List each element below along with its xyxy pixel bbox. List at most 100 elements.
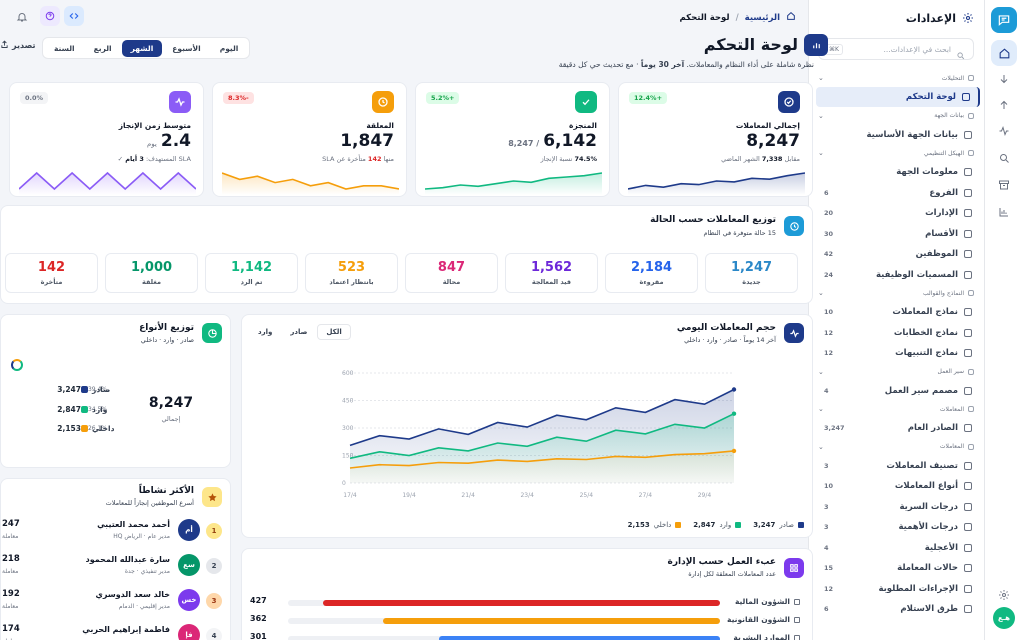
- home-icon[interactable]: [991, 40, 1017, 66]
- kpi-sparkline: [19, 171, 196, 195]
- bell-icon[interactable]: [16, 8, 28, 27]
- daily-tab[interactable]: الكل: [317, 324, 351, 340]
- leader-count: 192: [2, 589, 20, 599]
- archive-icon[interactable]: [991, 172, 1017, 198]
- sidebar-item[interactable]: تصنيف المعاملات 3: [816, 456, 980, 476]
- item-icon: [964, 461, 972, 470]
- leader-row[interactable]: 3 خس خالد سعد الدوسري مدير إقليمي · الدمام 1…: [0, 587, 222, 621]
- status-item[interactable]: 847 محالة: [405, 253, 498, 293]
- sidebar-item[interactable]: طرق الاستلام 6: [816, 599, 980, 619]
- user-avatar[interactable]: هـع: [993, 607, 1015, 629]
- sidebar-item[interactable]: الموظفين 42: [816, 244, 980, 264]
- trend-badge: 0.0%: [20, 92, 49, 104]
- sidebar-search[interactable]: ابحث في الإعدادات... K⌘: [818, 38, 974, 60]
- sidebar-section-label[interactable]: النماذج والقوالب ⌄: [818, 289, 974, 297]
- status-value: 1,247: [730, 260, 773, 275]
- sidebar-section-label[interactable]: سير العمل ⌄: [818, 368, 974, 376]
- sidebar-item[interactable]: أنواع المعاملات 10: [816, 476, 980, 496]
- daily-tab[interactable]: وارد: [258, 328, 273, 336]
- sidebar-item-label: نماذج المعاملات: [892, 307, 958, 317]
- top-bar: الرئيسية / لوحة التحكم: [0, 0, 808, 32]
- sidebar-item[interactable]: درجات الأهمية 3: [816, 517, 980, 537]
- status-item[interactable]: 1,000 مغلقة: [105, 253, 198, 293]
- sidebar-item[interactable]: نماذج الخطابات 12: [816, 323, 980, 343]
- chat-icon[interactable]: [991, 7, 1017, 33]
- sidebar-item[interactable]: نماذج التنبيهات 12: [816, 343, 980, 363]
- code-icon[interactable]: [64, 6, 84, 26]
- period-tab[interactable]: السنة: [54, 43, 75, 53]
- sidebar-item[interactable]: بيانات الجهة الأساسية: [816, 125, 980, 145]
- y-tick-label: 300: [342, 425, 354, 432]
- arrow-down-icon[interactable]: [991, 66, 1017, 92]
- leader-row[interactable]: 2 سع سارة عبدالله المحمود مدير تنفيذي · جدة…: [0, 552, 222, 586]
- status-item[interactable]: 1,142 تم الرد: [205, 253, 298, 293]
- x-tick-label: 17/4: [343, 492, 357, 499]
- sidebar-item-count: 15: [824, 564, 834, 572]
- sidebar-item[interactable]: درجات السرية 3: [816, 497, 980, 517]
- sidebar-item[interactable]: حالات المعاملة 15: [816, 558, 980, 578]
- period-tab[interactable]: الشهر: [121, 39, 163, 57]
- sidebar-item[interactable]: لوحة التحكم: [816, 87, 980, 107]
- item-icon: [964, 188, 972, 197]
- sidebar-item[interactable]: الأعجلية 4: [816, 538, 980, 558]
- arrow-up-icon[interactable]: [991, 92, 1017, 118]
- daily-tab[interactable]: صادر: [290, 328, 308, 336]
- workload-fill: [322, 600, 720, 606]
- search-icon[interactable]: [991, 145, 1017, 171]
- export-button[interactable]: تصدير: [0, 40, 36, 51]
- sidebar-item[interactable]: الإجراءات المطلوبة 12: [816, 579, 980, 599]
- sidebar-item-count: 10: [824, 482, 834, 490]
- status-item[interactable]: 2,184 مقروءة: [605, 253, 698, 293]
- type-row: 39.4% 3,247: [9, 385, 107, 394]
- subtitle-update: · مع تحديث حي كل دقيقة: [558, 60, 639, 69]
- types-total-value: 8,247: [148, 395, 194, 411]
- workload-row[interactable]: الموارد البشرية 301: [242, 632, 812, 640]
- rank-badge: 3: [206, 593, 222, 609]
- status-item[interactable]: 523 بانتظار اعتماد: [305, 253, 398, 293]
- sidebar-item[interactable]: مصمم سير العمل 4: [816, 381, 980, 401]
- gear-icon[interactable]: [991, 582, 1017, 608]
- sidebar-section-label[interactable]: بيانات الجهة ⌄: [818, 112, 974, 120]
- section-label: التحليلات: [941, 74, 964, 82]
- leader-unit: معاملة: [2, 533, 19, 540]
- y-tick-label: 600: [342, 370, 354, 377]
- workload-row[interactable]: الشؤون القانونية 362: [242, 614, 812, 628]
- types-title: توزيع الأنواع: [139, 323, 194, 333]
- section-icon: [968, 150, 974, 156]
- sidebar-item[interactable]: الفروع 6: [816, 183, 980, 203]
- chart-icon[interactable]: [991, 199, 1017, 225]
- period-tab[interactable]: الأسبوع: [172, 43, 201, 53]
- sidebar-item[interactable]: الأقسام 30: [816, 224, 980, 244]
- daily-volume-card: حجم المعاملات اليومي آخر 14 يوماً · صادر…: [241, 314, 813, 538]
- status-value: 1,142: [230, 260, 273, 275]
- sidebar-item[interactable]: الإدارات 20: [816, 203, 980, 223]
- legend-swatch: [735, 522, 742, 528]
- pulse-icon: [169, 91, 191, 113]
- status-item[interactable]: 1,247 جديدة: [705, 253, 798, 293]
- sidebar-section-label[interactable]: المعاملات ⌄: [818, 405, 974, 413]
- kpi-sparkline: [628, 172, 805, 195]
- leader-row[interactable]: 1 أم أحمد محمد العتيبي مدير عام · الرياض HQ…: [0, 517, 222, 551]
- status-item[interactable]: 142 متأخرة: [5, 253, 98, 293]
- sidebar-item[interactable]: الصادر العام 3,247: [816, 418, 980, 438]
- status-item[interactable]: 1,562 قيد المعالجة: [505, 253, 598, 293]
- legend-swatch: [675, 522, 682, 528]
- kpi-sub-post: الشهر الماضي: [721, 155, 760, 163]
- sidebar-section-label[interactable]: الهيكل التنظيمي ⌄: [818, 149, 974, 157]
- leader-row[interactable]: 4 فإ فاطمة إبراهيم الحربي 174 معاملة: [0, 622, 222, 640]
- leaders-title: الأكثر نشاطاً: [138, 486, 194, 496]
- breadcrumb-home[interactable]: الرئيسية: [744, 12, 780, 23]
- help-icon[interactable]: [40, 6, 60, 26]
- types-card: توزيع الأنواع صادر · وارد · داخلي 8,247 …: [0, 314, 231, 468]
- sidebar-item[interactable]: نماذج المعاملات 10: [816, 302, 980, 322]
- sidebar-item[interactable]: معلومات الجهة: [816, 162, 980, 182]
- sidebar-section-label[interactable]: المعاملات ⌄: [818, 443, 974, 451]
- period-tab[interactable]: الربع: [93, 43, 112, 53]
- sidebar-section-label[interactable]: التحليلات ⌄: [818, 74, 974, 82]
- workload-row[interactable]: الشؤون المالية 427: [242, 596, 812, 610]
- leader-count: 174: [2, 624, 20, 634]
- type-row: 26.1% 2,153: [9, 424, 107, 433]
- period-tab[interactable]: اليوم: [219, 43, 239, 53]
- activity-icon[interactable]: [991, 118, 1017, 144]
- sidebar-item[interactable]: المسميات الوظيفية 24: [816, 265, 980, 285]
